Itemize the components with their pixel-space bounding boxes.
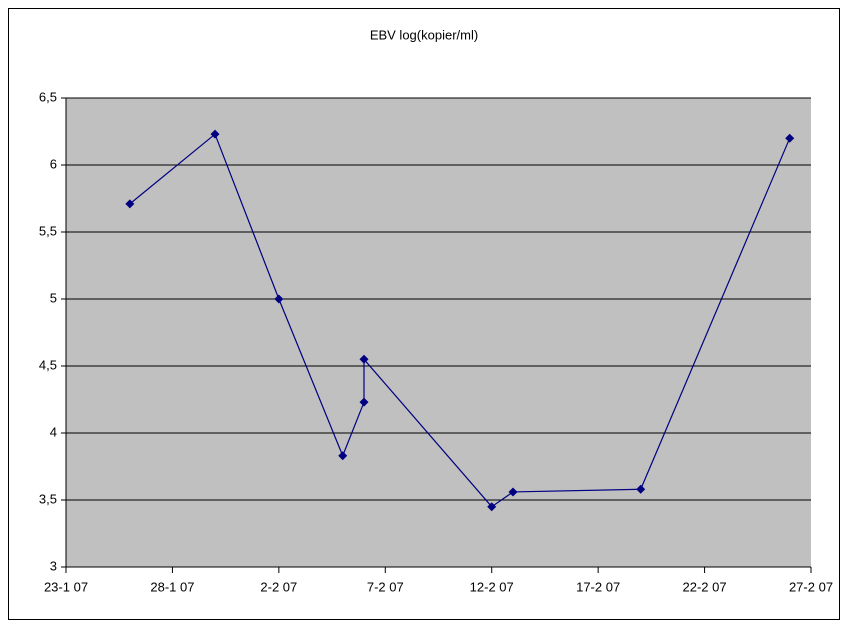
y-tick-label: 5 bbox=[50, 290, 57, 305]
y-tick-label: 3,5 bbox=[39, 491, 57, 506]
data-point bbox=[359, 397, 369, 407]
data-point bbox=[274, 294, 284, 304]
x-tick-label: 27-2 07 bbox=[789, 579, 833, 594]
data-point bbox=[487, 502, 497, 512]
x-tick-label: 23-1 07 bbox=[44, 579, 88, 594]
x-tick-label: 17-2 07 bbox=[576, 579, 620, 594]
x-tick-label: 12-2 07 bbox=[470, 579, 514, 594]
y-tick-label: 6 bbox=[50, 156, 57, 171]
y-tick-label: 3 bbox=[50, 558, 57, 573]
series-line bbox=[129, 133, 791, 508]
x-tick-label: 2-2 07 bbox=[260, 579, 297, 594]
chart-title: EBV log(kopier/ml) bbox=[370, 27, 478, 42]
x-tick-label: 7-2 07 bbox=[367, 579, 404, 594]
data-point bbox=[210, 129, 220, 139]
data-point bbox=[359, 354, 369, 364]
plot-area bbox=[66, 98, 811, 567]
data-point bbox=[125, 199, 135, 209]
y-tick-label: 5,5 bbox=[39, 223, 57, 238]
y-tick-label: 4,5 bbox=[39, 357, 57, 372]
x-tick-label: 22-2 07 bbox=[683, 579, 727, 594]
y-tick-label: 4 bbox=[50, 424, 57, 439]
data-point bbox=[636, 484, 646, 494]
data-point bbox=[785, 133, 795, 143]
data-point bbox=[508, 487, 518, 497]
y-tick-label: 6,5 bbox=[39, 89, 57, 104]
x-tick-label: 28-1 07 bbox=[150, 579, 194, 594]
data-point bbox=[338, 451, 348, 461]
